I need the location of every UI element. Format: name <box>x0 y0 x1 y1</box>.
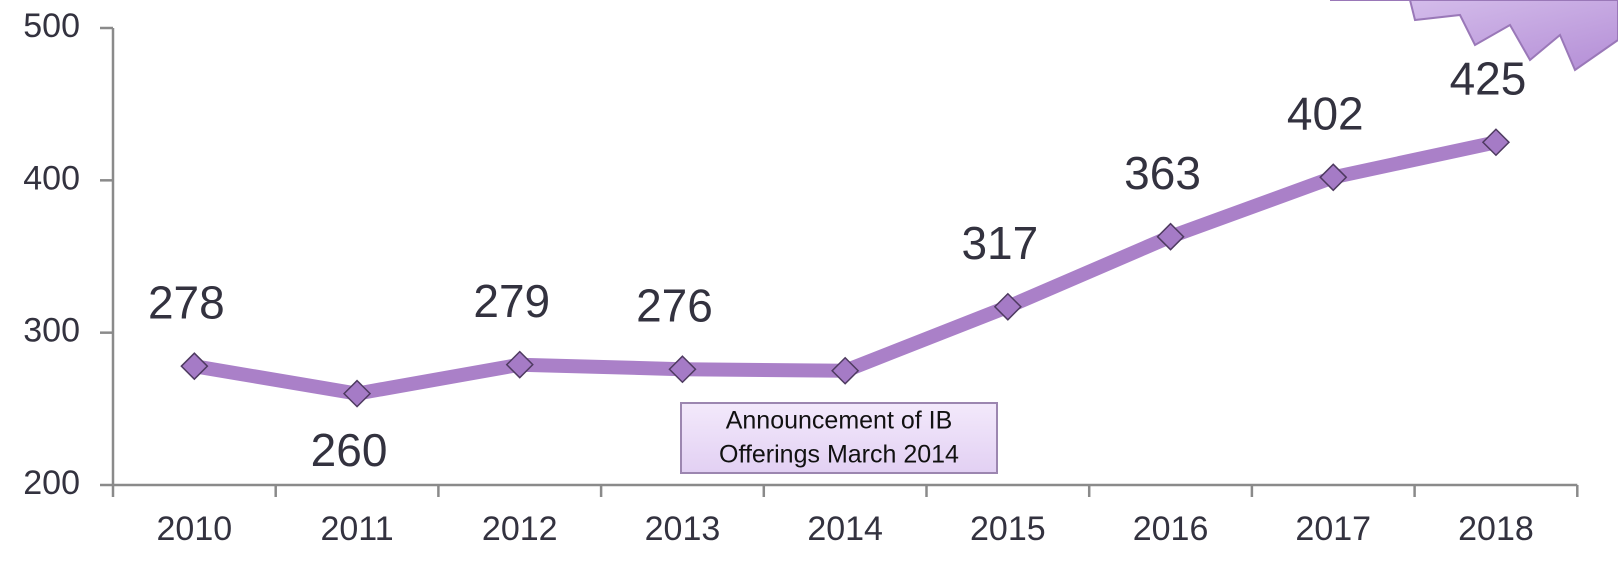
data-point <box>831 356 860 385</box>
data-label: 278 <box>148 276 225 328</box>
data-point <box>505 350 534 379</box>
x-tick-label: 2012 <box>482 510 558 548</box>
data-label: 425 <box>1450 52 1527 104</box>
data-label: 260 <box>311 424 388 476</box>
data-point <box>342 379 372 408</box>
x-tick-label: 2010 <box>157 510 233 548</box>
x-tick-label: 2014 <box>807 510 883 548</box>
data-label: 363 <box>1124 147 1201 199</box>
x-tick-label: 2018 <box>1458 510 1534 548</box>
data-point <box>180 352 209 381</box>
annotation: Announcement of IB Offerings March 2014 <box>680 402 998 474</box>
x-tick-label: 2017 <box>1295 510 1371 548</box>
data-point <box>668 355 697 384</box>
data-label: 317 <box>961 217 1038 269</box>
data-label: 276 <box>636 279 713 331</box>
x-tick-label: 2016 <box>1133 510 1209 548</box>
y-tick-label: 500 <box>23 7 80 45</box>
annotation-text: Announcement of IB <box>726 407 953 435</box>
y-tick-label: 300 <box>23 312 80 350</box>
x-tick-label: 2013 <box>645 510 721 548</box>
data-point <box>1319 163 1348 192</box>
starburst-decoration <box>1330 0 1618 72</box>
annotation-text: Offerings March 2014 <box>719 441 959 469</box>
y-tick-label: 200 <box>23 464 80 502</box>
y-tick-label: 400 <box>23 159 80 197</box>
data-label: 279 <box>473 275 550 327</box>
data-point <box>993 292 1022 321</box>
x-tick-label: 2011 <box>320 510 393 548</box>
line-series <box>193 135 1498 401</box>
annotation-box <box>680 402 998 474</box>
data-point <box>1481 128 1511 157</box>
x-tick-label: 2015 <box>970 510 1046 548</box>
data-point <box>1156 222 1185 251</box>
data-label: 402 <box>1287 87 1364 139</box>
